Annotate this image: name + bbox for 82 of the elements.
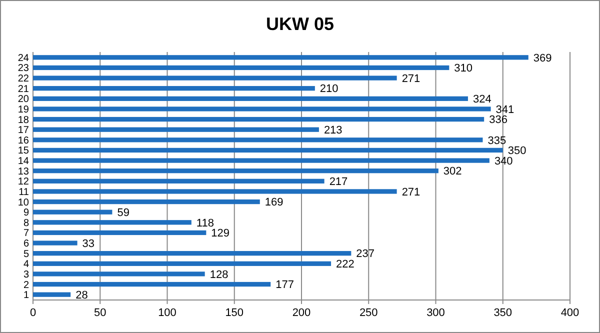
data-label: 222 <box>336 258 354 270</box>
bar <box>33 240 78 246</box>
bar <box>33 292 71 297</box>
x-tick-label: 350 <box>494 307 512 319</box>
y-tick-label: 8 <box>23 218 30 229</box>
bar <box>33 220 192 225</box>
y-tick-label: 13 <box>18 166 30 178</box>
y-tick-label: 15 <box>18 146 30 157</box>
data-label: 33 <box>82 238 95 250</box>
data-label: 369 <box>533 52 552 64</box>
data-label: 271 <box>402 186 420 198</box>
data-label: 324 <box>472 94 492 106</box>
x-tick-label: 300 <box>426 307 445 319</box>
bar <box>33 127 319 132</box>
data-label: 129 <box>211 228 230 240</box>
y-tick-label: 9 <box>23 208 30 219</box>
data-label: 59 <box>117 206 130 219</box>
data-label: 217 <box>329 176 348 188</box>
data-label: 237 <box>356 248 375 260</box>
bar <box>33 168 438 174</box>
x-tick-label: 400 <box>560 307 580 319</box>
bar <box>33 282 271 287</box>
data-label: 213 <box>324 124 342 136</box>
y-tick-label: 12 <box>18 176 30 188</box>
y-tick-label: 19 <box>18 104 30 116</box>
bar <box>33 96 468 101</box>
x-tick-label: 150 <box>225 307 244 319</box>
data-label: 341 <box>496 104 514 116</box>
y-tick-label: 1 <box>23 290 30 302</box>
y-tick-label: 10 <box>18 197 30 208</box>
bar <box>33 148 503 153</box>
y-tick-label: 11 <box>18 186 30 198</box>
x-tick-label: 50 <box>94 307 106 319</box>
data-label: 210 <box>320 83 338 96</box>
data-label: 169 <box>264 196 284 209</box>
data-label: 340 <box>494 155 513 168</box>
data-label: 336 <box>489 114 508 126</box>
data-label: 128 <box>210 268 228 281</box>
y-tick-label: 18 <box>18 114 30 126</box>
y-tick-label: 3 <box>23 269 30 280</box>
bar <box>33 65 450 70</box>
bar <box>33 76 397 80</box>
data-label: 335 <box>488 134 506 147</box>
y-tick-label: 17 <box>18 125 30 136</box>
bar <box>33 230 206 236</box>
y-tick-label: 2 <box>23 280 30 291</box>
data-label: 177 <box>276 279 294 292</box>
data-label: 350 <box>508 145 526 158</box>
x-tick-label: 200 <box>292 307 311 319</box>
y-tick-label: 16 <box>18 135 30 146</box>
y-tick-label: 14 <box>18 156 30 168</box>
y-tick-label: 4 <box>23 259 30 270</box>
y-tick-label: 6 <box>23 238 30 250</box>
bar <box>33 116 484 122</box>
bar <box>33 272 205 276</box>
y-tick-label: 7 <box>23 228 30 240</box>
y-tick-label: 20 <box>18 94 30 106</box>
bar <box>33 199 260 204</box>
data-label: 271 <box>402 72 420 85</box>
data-label: 310 <box>454 62 473 75</box>
x-tick-label: 250 <box>359 307 378 319</box>
x-tick-label: 0 <box>30 307 36 319</box>
data-label: 28 <box>76 289 88 302</box>
data-label: 118 <box>196 217 214 230</box>
bar <box>33 138 483 142</box>
y-tick-label: 24 <box>18 52 30 64</box>
bar <box>33 178 324 184</box>
x-tick-label: 100 <box>158 307 176 319</box>
bar <box>33 158 490 163</box>
y-tick-label: 23 <box>18 63 30 74</box>
bar <box>33 86 315 91</box>
bar <box>33 210 112 214</box>
bar <box>33 189 397 194</box>
y-tick-label: 21 <box>18 84 30 95</box>
bar <box>33 55 528 60</box>
bar <box>33 251 352 256</box>
bar <box>33 261 332 266</box>
y-tick-label: 5 <box>23 248 30 260</box>
y-tick-label: 22 <box>18 74 30 85</box>
chart-title: UKW 05 <box>266 14 334 34</box>
bar <box>33 106 491 112</box>
data-label: 302 <box>443 166 462 178</box>
